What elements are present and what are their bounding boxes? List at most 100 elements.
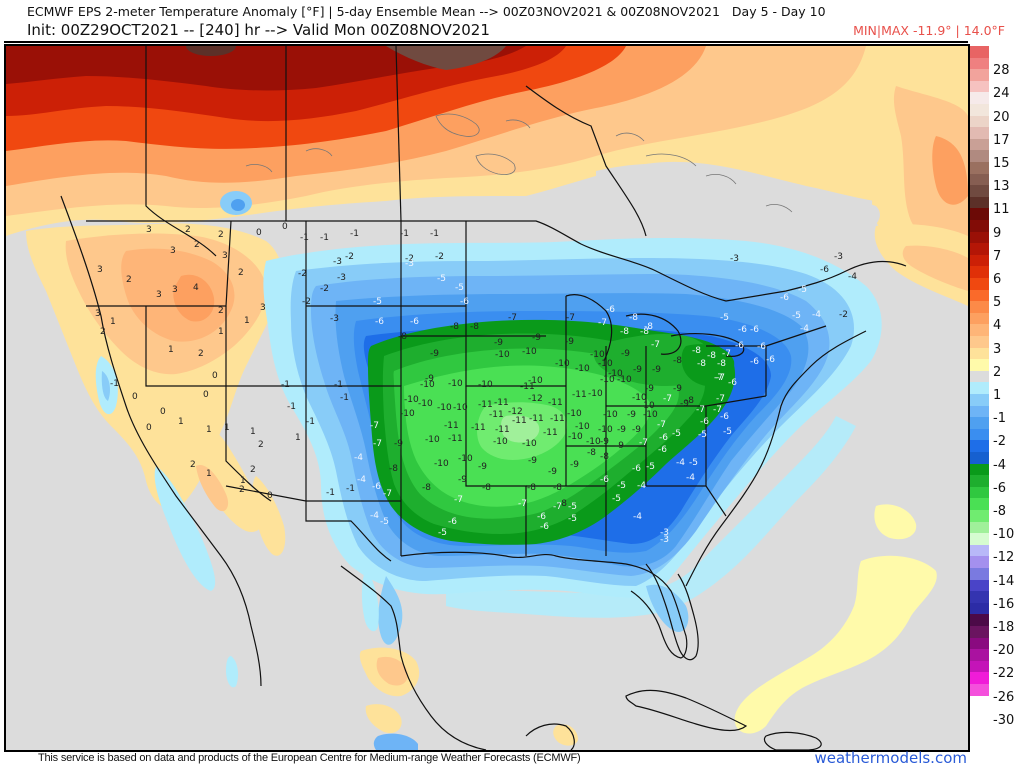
legend-swatch: [970, 370, 989, 383]
legend-label: 7: [993, 248, 1002, 264]
legend-swatch: [970, 185, 989, 197]
legend-label: 5: [993, 295, 1002, 311]
legend-swatch: [970, 196, 989, 209]
legend-swatch: [970, 80, 989, 93]
mexico-anomalies: [226, 647, 578, 750]
legend-swatch: [970, 475, 989, 487]
legend-label: 4: [993, 318, 1002, 334]
legend-swatch: [970, 312, 989, 325]
legend-swatch: [970, 336, 989, 348]
legend-swatch: [970, 69, 989, 81]
legend-swatch: [970, 684, 989, 696]
legend-swatch: [970, 579, 989, 592]
lake-outlines: [245, 113, 793, 213]
legend-swatch: [970, 591, 989, 603]
map-title: ECMWF EPS 2-meter Temperature Anomaly [°…: [27, 4, 826, 19]
legend-swatch: [970, 57, 989, 70]
legend-label: -22: [993, 666, 1015, 682]
legend-swatch: [970, 533, 989, 545]
legend-label: -10: [993, 527, 1015, 543]
cool-fringe-gulf: [361, 416, 856, 645]
legend-swatch: [970, 405, 989, 418]
legend-swatch: [970, 498, 989, 510]
legend-label: 17: [993, 132, 1010, 148]
legend-label: -12: [993, 550, 1015, 566]
min-max-values: MIN|MAX -11.9° | 14.0°F: [853, 23, 1005, 38]
warm-anomaly-us-west: [26, 223, 286, 591]
legend-swatch: [970, 231, 989, 244]
legend-label: 3: [993, 341, 1002, 357]
map-canvas: [6, 46, 968, 750]
legend-label: -4: [993, 457, 1006, 473]
legend-swatch: [970, 602, 989, 615]
init-valid-time: Init: 00Z29OCT2021 -- [240] hr --> Valid…: [27, 21, 490, 39]
legend-label: 6: [993, 272, 1002, 287]
legend-swatch: [970, 626, 989, 638]
legend-swatch: [970, 46, 989, 58]
legend-label: 13: [993, 179, 1010, 195]
legend-swatch: [970, 243, 989, 255]
legend-label: 11: [993, 202, 1010, 218]
legend-swatch: [970, 463, 989, 476]
legend-swatch: [970, 672, 989, 684]
legend-label: 1: [993, 388, 1002, 403]
legend-swatch: [970, 324, 989, 336]
legend-swatch: [970, 301, 989, 313]
legend-label: -6: [993, 480, 1006, 496]
legend-swatch: [970, 556, 989, 568]
legend-swatch: [970, 347, 989, 360]
legend-swatch: [970, 510, 989, 522]
legend-label: 15: [993, 156, 1010, 171]
legend-swatch: [970, 359, 989, 371]
map-title-text: ECMWF EPS 2-meter Temperature Anomaly [°…: [27, 4, 720, 19]
legend-swatch: [970, 486, 989, 499]
legend-label: 20: [993, 109, 1010, 125]
legend-swatch: [970, 394, 989, 406]
forecast-day-range: Day 5 - Day 10: [731, 4, 826, 19]
legend-swatch: [970, 382, 989, 394]
header-divider: [4, 41, 968, 43]
legend-swatch: [970, 544, 989, 557]
legend-label: 24: [993, 86, 1010, 102]
legend-swatch: [970, 614, 989, 626]
legend-swatch: [970, 428, 989, 441]
legend-swatch: [970, 127, 989, 139]
legend-label: -18: [993, 620, 1015, 635]
legend-swatch: [970, 452, 989, 464]
legend-swatch: [970, 289, 989, 302]
site-link[interactable]: weathermodels.com: [814, 749, 967, 767]
legend-swatch: [970, 115, 989, 128]
legend-swatch: [970, 440, 989, 452]
legend-swatch: [970, 660, 989, 673]
legend-label: -2: [993, 434, 1006, 450]
legend-swatch: [970, 521, 989, 534]
legend-label: 9: [993, 225, 1002, 241]
legend-swatch: [970, 208, 989, 220]
legend-label: 28: [993, 63, 1010, 79]
legend-label: -30: [993, 712, 1015, 728]
legend-label: -14: [993, 573, 1015, 589]
ecmwf-credit: This service is based on data and produc…: [38, 752, 581, 764]
legend-swatch: [970, 138, 989, 151]
legend-swatch: [970, 162, 989, 174]
legend-swatch: [970, 278, 989, 290]
legend-label: -1: [993, 411, 1006, 427]
legend-swatch: [970, 173, 989, 186]
legend-swatch: [970, 150, 989, 162]
legend-swatch: [970, 417, 989, 429]
legend-swatch: [970, 220, 989, 232]
atlantic-warm-streak: [734, 504, 937, 734]
legend-swatch: [970, 104, 989, 116]
legend-label: -26: [993, 689, 1015, 705]
legend-swatch: [970, 92, 989, 104]
legend-label: -8: [993, 504, 1006, 519]
legend-label: 2: [993, 364, 1002, 380]
legend-label: -16: [993, 596, 1015, 612]
legend-label: -20: [993, 643, 1015, 659]
anomaly-map: 3 2 2 2 3 3 2 3 2 3 4 3 2 3 1 2 3 1 1 1 2 0 0 -1 -1 -1 -1 -1 -2 -2 -2-…: [4, 44, 970, 752]
legend-swatch: [970, 649, 989, 661]
legend-swatch: [970, 266, 989, 278]
legend-swatch: [970, 568, 989, 580]
political-boundaries: [60, 46, 907, 750]
legend-swatch: [970, 254, 989, 267]
